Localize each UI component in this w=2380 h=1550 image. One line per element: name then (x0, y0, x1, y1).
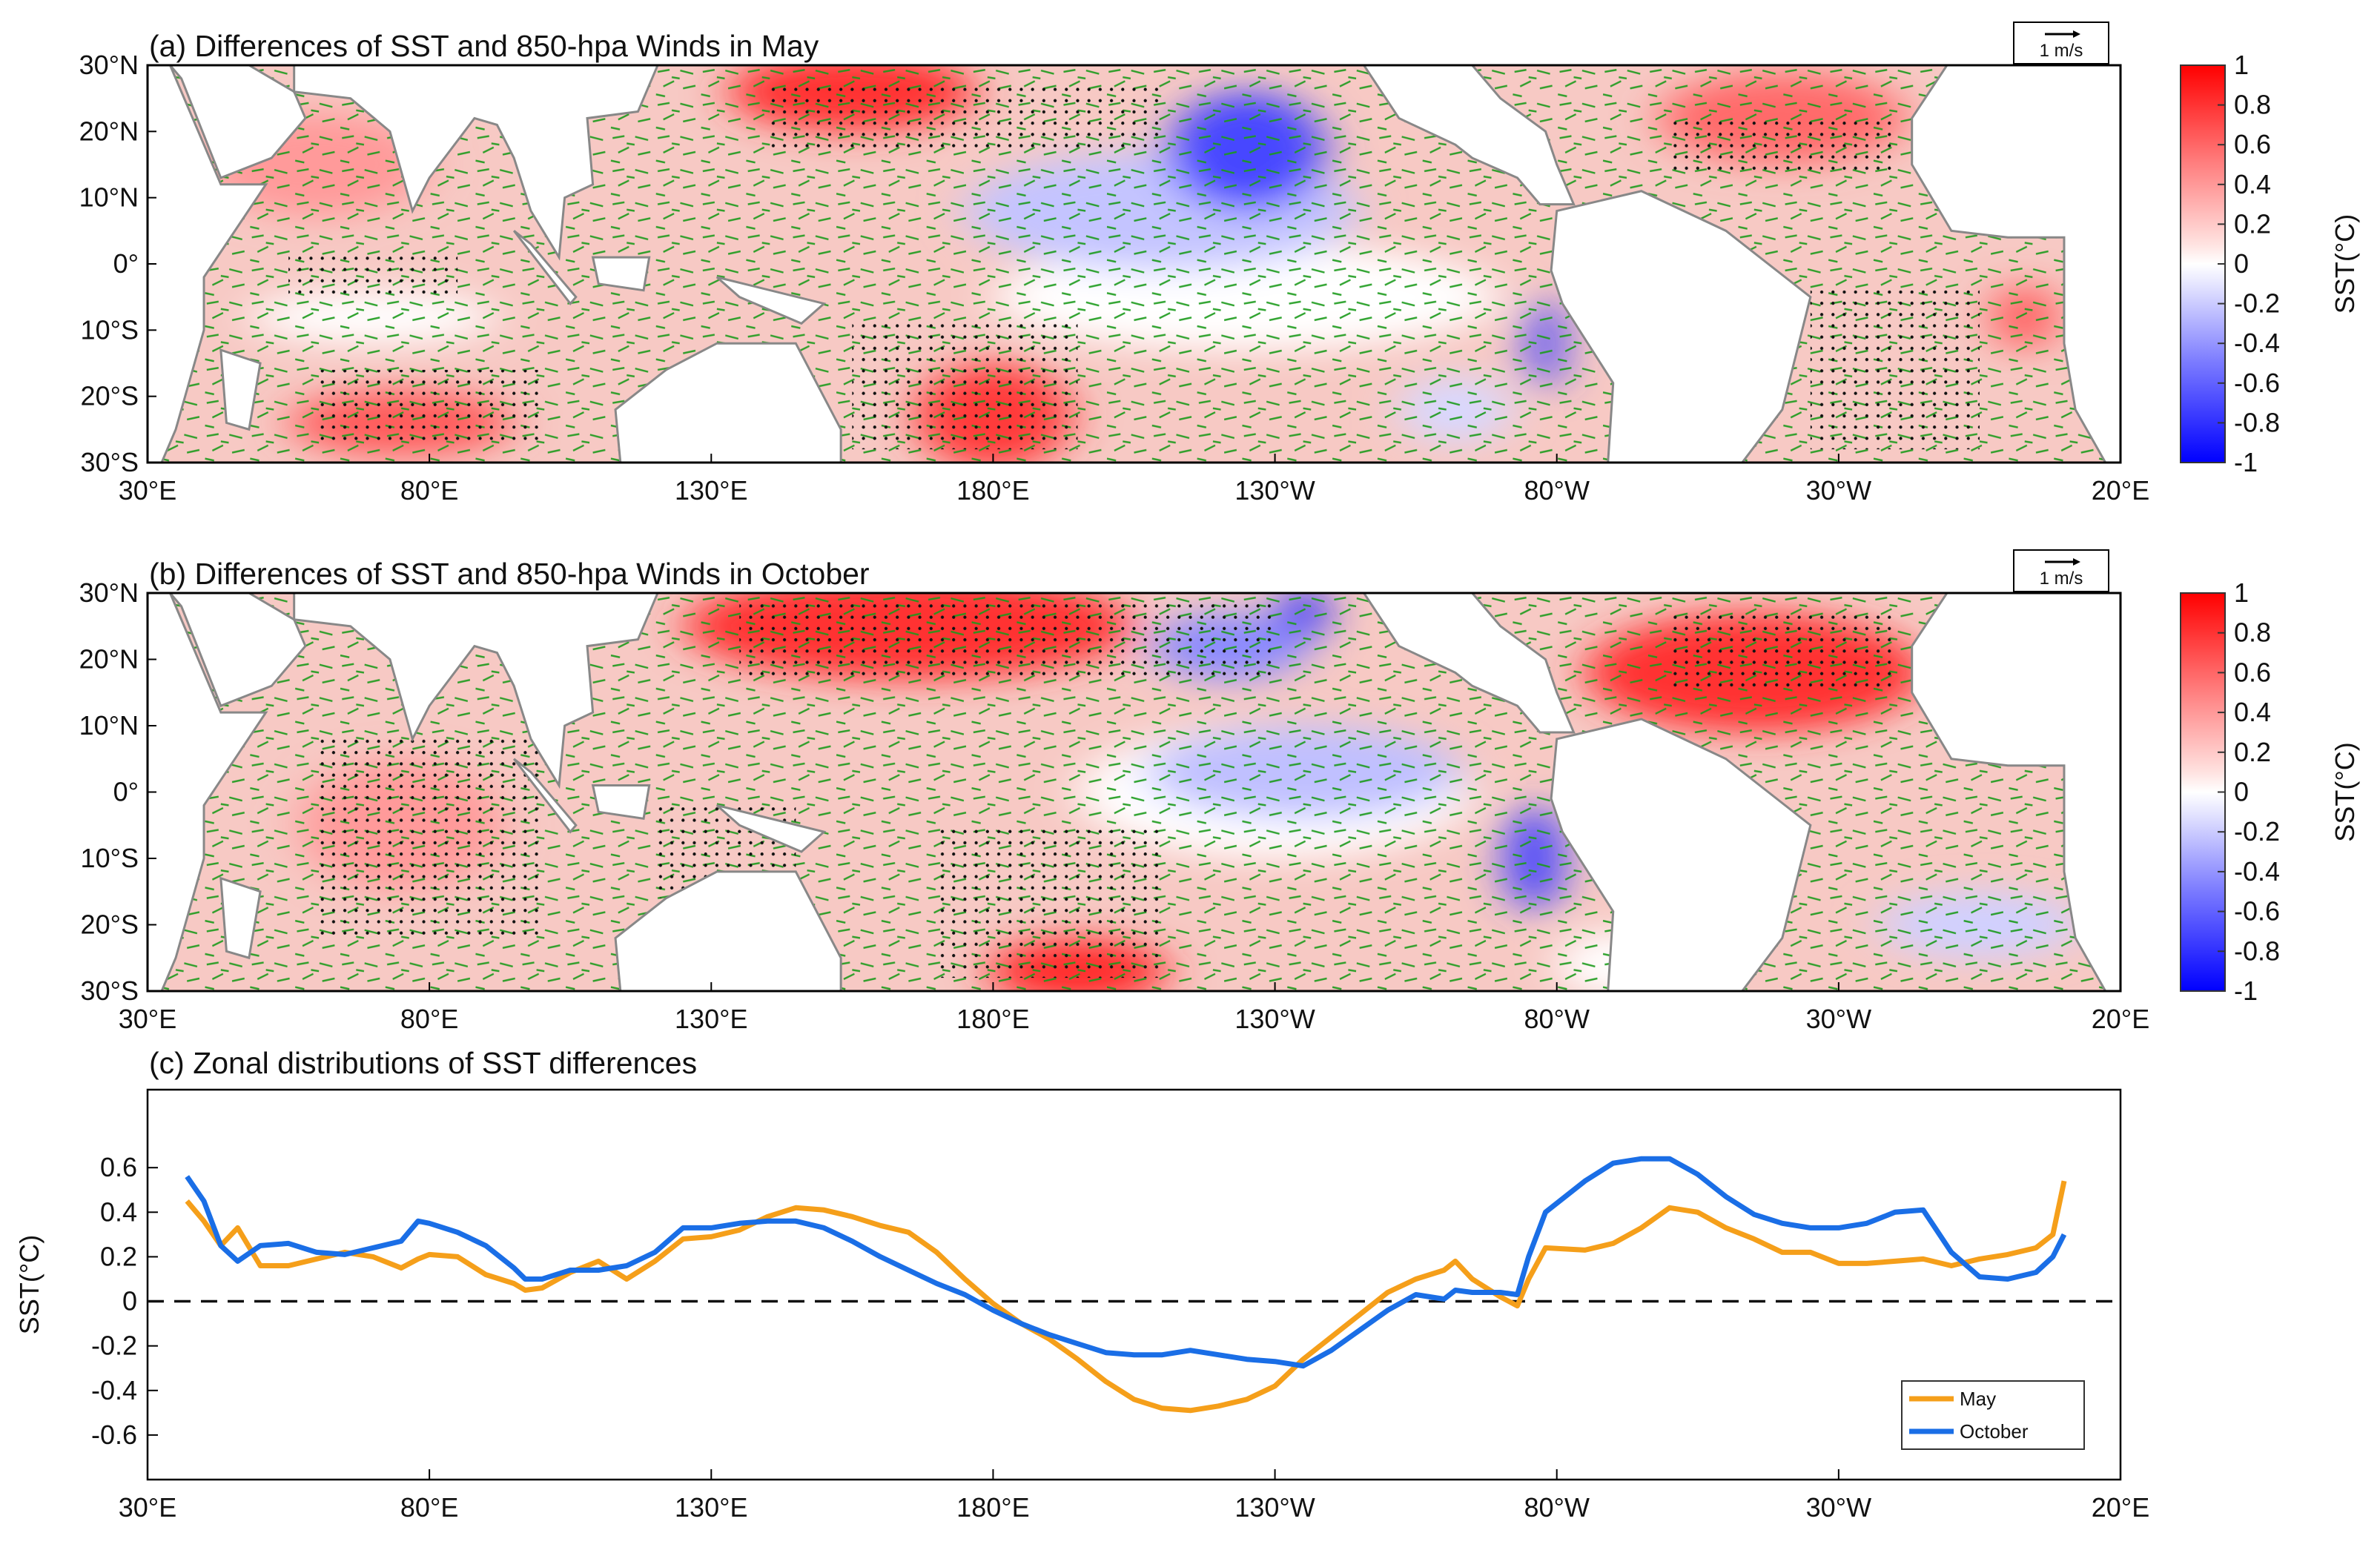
series-line (185, 1156, 2067, 1369)
map-decor (288, 251, 458, 297)
colorbar-tick-label: 1 (2234, 50, 2249, 80)
colorbar-tick-label: -1 (2234, 976, 2258, 1006)
legend-box (1901, 1380, 2085, 1450)
x-tick-label: 80°W (1524, 475, 1590, 506)
plot-frame (146, 1088, 2122, 1481)
colorbar-tick-label: 0.4 (2234, 169, 2271, 199)
colorbar-tick-label: 1 (2234, 577, 2249, 608)
x-tick-label: 130°W (1234, 1004, 1315, 1034)
y-tick-label: -0.2 (91, 1331, 137, 1361)
map-decor (1669, 118, 1895, 171)
x-tick-label: 20°E (2092, 1004, 2149, 1034)
x-tick-label: 130°W (1234, 1492, 1315, 1523)
x-tick-label: 130°E (675, 1492, 747, 1523)
x-tick-label: 180°E (956, 475, 1029, 506)
colorbar-tick-label: -0.4 (2234, 856, 2280, 887)
x-tick-label: 180°E (956, 1004, 1029, 1034)
x-tick-label: 20°E (2092, 1492, 2149, 1523)
colorbar-tick-label: -0.2 (2234, 816, 2280, 847)
x-tick-label: 80°W (1524, 1004, 1590, 1034)
y-tick-label: 10°S (81, 843, 139, 873)
reference-label: 1 m/s (2040, 569, 2083, 589)
y-tick-label: 30°S (81, 976, 139, 1006)
y-axis-label: SST(°C) (14, 1235, 44, 1334)
y-tick-label: 20°N (79, 116, 139, 146)
map-decor (317, 738, 543, 938)
map-decor (767, 85, 1163, 152)
y-tick-label: 10°S (81, 314, 139, 345)
colorbar-label: SST(°C) (2330, 742, 2360, 841)
y-tick-label: 30°S (81, 447, 139, 477)
y-tick-label: 30°N (79, 50, 139, 80)
y-tick-label: 10°N (79, 182, 139, 213)
x-tick-label: 80°E (400, 475, 458, 506)
reference-box (2013, 21, 2109, 64)
series-line (185, 1180, 2067, 1414)
colorbar-tick-label: -1 (2234, 447, 2258, 477)
colorbar-tick-label: 0.2 (2234, 208, 2271, 239)
sst-field (148, 65, 2120, 463)
y-tick-label: 20°N (79, 644, 139, 675)
reference-label: 1 m/s (2040, 41, 2083, 61)
colorbar-tick-label: -0.8 (2234, 407, 2280, 437)
map-title: (a) Differences of SST and 850-hpa Winds… (149, 29, 819, 63)
x-tick-label: 20°E (2092, 475, 2149, 506)
colorbar-tick-label: -0.4 (2234, 328, 2280, 358)
reference-arrow-head (2073, 30, 2080, 38)
map-decor (1810, 290, 1980, 450)
map-decor (1669, 612, 1895, 693)
y-tick-label: 10°N (79, 710, 139, 741)
y-tick-label: 0° (113, 248, 139, 279)
colorbar-tick-label: 0.6 (2234, 129, 2271, 159)
map-decor (317, 369, 543, 443)
colorbar-tick-label: 0.8 (2234, 617, 2271, 648)
colorbar-tick-label: 0.4 (2234, 697, 2271, 727)
colorbar-tick-label: 0.2 (2234, 737, 2271, 767)
x-tick-label: 30°E (119, 1492, 176, 1523)
x-tick-label: 80°E (400, 1492, 458, 1523)
colorbar-tick-label: 0.8 (2234, 90, 2271, 120)
y-tick-label: 0 (122, 1286, 137, 1316)
map-decor (739, 599, 1275, 680)
colorbar-tick-label: 0 (2234, 777, 2249, 807)
map-title: (b) Differences of SST and 850-hpa Winds… (149, 557, 870, 591)
reference-arrow-head (2073, 558, 2080, 566)
x-tick-label: 30°E (119, 475, 176, 506)
colorbar-tick-label: -0.8 (2234, 935, 2280, 966)
x-tick-label: 30°W (1806, 1492, 1871, 1523)
chart-title: (c) Zonal distributions of SST differenc… (149, 1046, 697, 1080)
legend-label: October (1960, 1420, 2029, 1443)
reference-box (2013, 549, 2109, 592)
colorbar-tick-label: -0.6 (2234, 368, 2280, 398)
colorbar-label: SST(°C) (2330, 214, 2360, 314)
y-tick-label: 0.6 (100, 1152, 137, 1182)
map-decor (852, 317, 1078, 450)
colorbar-tick-label: -0.2 (2234, 288, 2280, 319)
colorbar-tick-label: 0.6 (2234, 657, 2271, 687)
colorbar-tick-label: -0.6 (2234, 896, 2280, 927)
y-tick-label: 30°N (79, 577, 139, 608)
x-tick-label: 30°W (1806, 1004, 1871, 1034)
x-tick-label: 80°W (1524, 1492, 1590, 1523)
sst-field (148, 593, 2120, 991)
y-tick-label: -0.4 (91, 1375, 137, 1405)
legend-label: May (1960, 1388, 1996, 1410)
x-tick-label: 80°E (400, 1004, 458, 1034)
y-tick-label: -0.6 (91, 1420, 137, 1450)
y-tick-label: 0° (113, 777, 139, 807)
y-tick-label: 20°S (81, 381, 139, 411)
x-tick-label: 130°E (675, 475, 747, 506)
colorbar-tick-label: 0 (2234, 248, 2249, 279)
map-decor (936, 825, 1163, 978)
x-tick-label: 130°W (1234, 475, 1315, 506)
y-tick-label: 0.4 (100, 1196, 137, 1227)
y-tick-label: 20°S (81, 910, 139, 940)
x-tick-label: 130°E (675, 1004, 747, 1034)
x-tick-label: 30°E (119, 1004, 176, 1034)
x-tick-label: 30°W (1806, 475, 1871, 506)
x-tick-label: 180°E (956, 1492, 1029, 1523)
y-tick-label: 0.2 (100, 1241, 137, 1271)
